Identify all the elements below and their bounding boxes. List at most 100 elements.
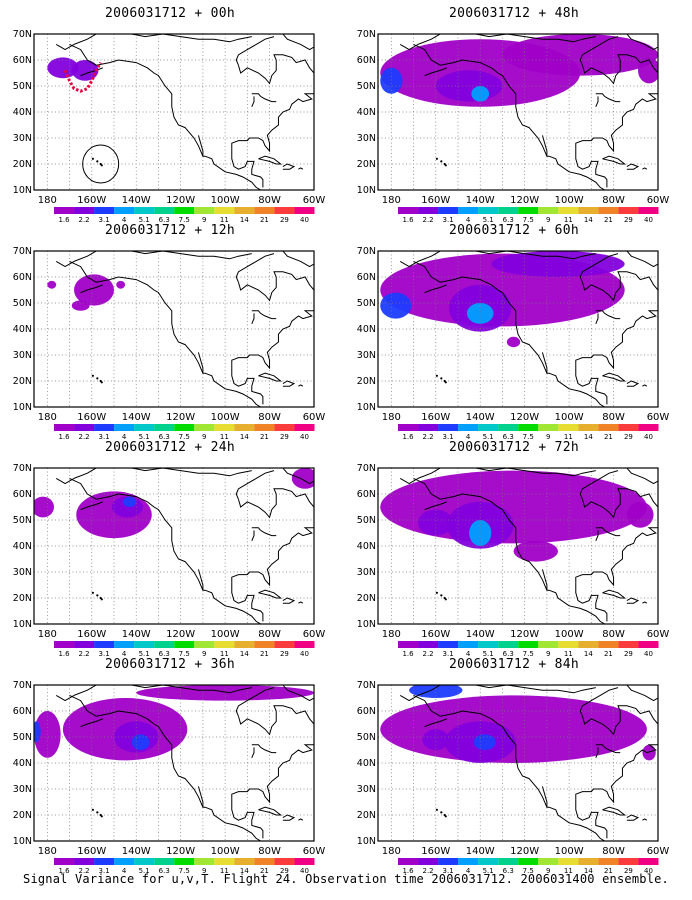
colorbar-swatch: [498, 858, 519, 865]
colorbar-label: 1.6: [58, 216, 70, 222]
coastline: [282, 251, 314, 268]
coastline: [399, 477, 419, 485]
gridlines: [34, 251, 314, 407]
colorbar-swatch: [214, 641, 235, 648]
colorbar-swatch: [174, 858, 195, 865]
colorbar-swatch: [194, 207, 215, 214]
coastline: [595, 96, 599, 107]
lon-tick-label: 140W: [122, 412, 151, 423]
colorbar-label: 11: [564, 216, 573, 222]
lat-tick-label: 40N: [357, 107, 376, 118]
colorbar-label: 1.6: [58, 433, 70, 439]
colorbar-swatch: [618, 424, 639, 431]
coastline: [626, 814, 640, 821]
lon-tick-label: 180: [38, 629, 57, 640]
lon-tick-label: 80W: [602, 412, 625, 423]
variance-region: [409, 685, 463, 698]
coastline: [579, 687, 619, 717]
colorbar-swatch: [418, 641, 439, 648]
colorbar-label: 1.6: [402, 867, 414, 873]
coastline: [575, 310, 658, 370]
colorbar-swatch: [234, 641, 255, 648]
gridlines: [378, 468, 658, 624]
colorbar-label: 6.3: [503, 216, 514, 222]
lat-tick-label: 60N: [13, 55, 32, 66]
colorbar-label: 29: [280, 650, 289, 656]
coastline: [251, 530, 255, 541]
island: [91, 374, 94, 377]
lon-tick-label: 100W: [555, 195, 584, 206]
coastline: [260, 312, 277, 320]
colorbar-label: 29: [624, 216, 633, 222]
variance-region: [122, 496, 137, 507]
island: [91, 808, 94, 811]
coastline: [298, 818, 304, 821]
colorbar-label: 9: [202, 650, 206, 656]
coastline: [69, 43, 281, 190]
lat-tick-label: 60N: [13, 272, 32, 283]
colorbar-swatch: [54, 424, 75, 431]
lon-tick-label: 60W: [303, 195, 326, 206]
colorbar-label: 1.6: [58, 650, 70, 656]
figure-caption: Signal Variance for u,v,T. Flight 24. Ob…: [23, 872, 669, 886]
coastline: [413, 694, 625, 841]
colorbar-swatch: [638, 207, 659, 214]
coastline: [575, 148, 608, 188]
lon-tick-label: 140W: [466, 846, 495, 857]
variance-shading: [380, 470, 654, 562]
coastline: [541, 786, 548, 808]
coastline: [598, 34, 603, 35]
coastline: [417, 468, 596, 479]
coastline: [575, 527, 658, 587]
colorbar-label: 4: [122, 216, 127, 222]
map-frame: [33, 250, 315, 408]
lon-tick-label: 120W: [510, 629, 539, 640]
colorbar-label: 3.1: [99, 216, 110, 222]
colorbar-swatch: [254, 641, 275, 648]
island: [435, 591, 438, 594]
colorbar-swatch: [458, 207, 479, 214]
map-plot: 70N 60N 50N 40N 30N 20N 10N 180 160W 140W 120W 100W…: [357, 29, 670, 222]
coastlines: [399, 468, 658, 624]
lon-tick-label: 120W: [510, 412, 539, 423]
colorbar-swatch: [538, 424, 559, 431]
colorbar-label: 3.1: [99, 433, 110, 439]
colorbar-swatch: [618, 858, 639, 865]
coastline: [575, 93, 658, 153]
coastline: [626, 685, 658, 702]
colorbar-label: 5.1: [483, 867, 494, 873]
colorbar-label: 40: [300, 650, 309, 656]
coastline: [417, 685, 596, 696]
colorbar-swatch: [114, 424, 135, 431]
colorbar-swatch: [174, 424, 195, 431]
coastline: [197, 569, 204, 591]
colorbar-label: 1.6: [402, 433, 414, 439]
colorbar-swatch: [134, 858, 155, 865]
colorbar-label: 40: [300, 433, 309, 439]
island: [435, 157, 438, 160]
lat-tick-label: 20N: [13, 159, 32, 170]
colorbar-swatch: [478, 207, 499, 214]
colorbar-swatch: [234, 424, 255, 431]
lat-tick-label: 30N: [357, 350, 376, 361]
lat-tick-label: 70N: [13, 463, 32, 474]
island: [435, 374, 438, 377]
lat-tick-label: 70N: [13, 29, 32, 40]
variance-shading: [47, 274, 126, 311]
coastline: [595, 747, 599, 758]
coastline: [575, 744, 658, 804]
colorbar-label: 1.6: [402, 650, 414, 656]
colorbar-label: 40: [644, 650, 653, 656]
variance-region: [638, 57, 658, 84]
coastline: [231, 744, 314, 804]
lon-tick-label: 100W: [211, 412, 240, 423]
coastline: [80, 284, 104, 294]
lon-tick-label: 140W: [466, 412, 495, 423]
coastline: [251, 744, 262, 748]
coastline: [626, 597, 640, 604]
lat-tick-label: 50N: [357, 298, 376, 309]
coastline: [251, 527, 262, 531]
coastline: [579, 253, 619, 283]
colorbar-label: 11: [564, 650, 573, 656]
lon-tick-label: 140W: [122, 846, 151, 857]
